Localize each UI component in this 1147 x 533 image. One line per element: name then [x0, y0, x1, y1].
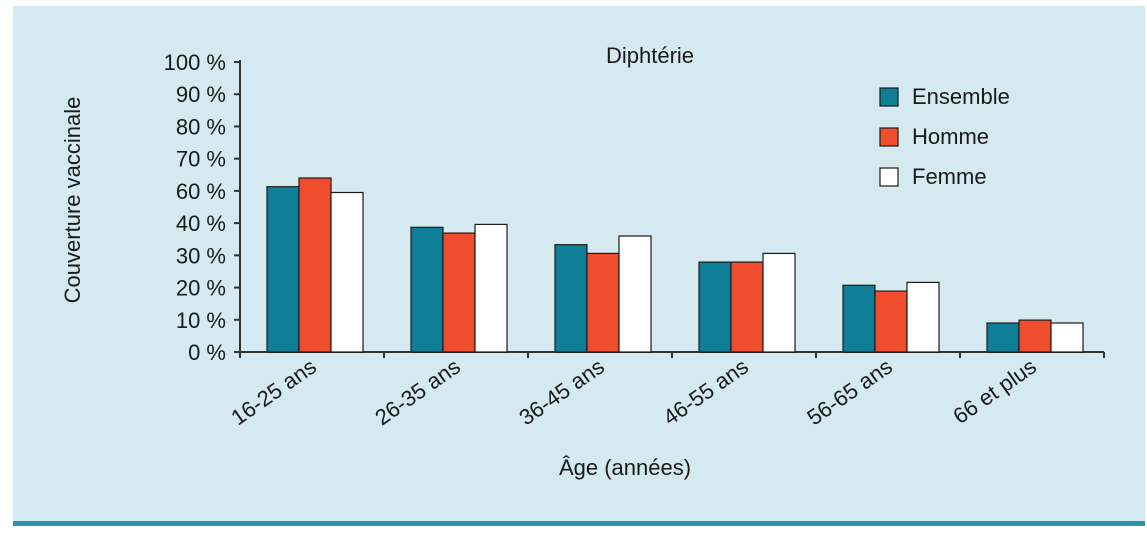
bar-femme-16-25-ans [330, 191, 364, 353]
y-tick-label: 40 % [176, 211, 226, 236]
legend-label-femme: Femme [912, 164, 987, 189]
bar-ensemble-66-et-plus [986, 322, 1020, 353]
bar-femme-66-et-plus [1050, 322, 1084, 353]
y-tick-label: 90 % [176, 82, 226, 107]
bar-femme-46-55-ans [762, 252, 796, 353]
y-tick-label: 20 % [176, 276, 226, 301]
x-ticks: 16-25 ans 26-35 ans 36-45 ans 46-55 ans 56-6… [226, 352, 1105, 431]
y-tick-label: 30 % [176, 243, 226, 268]
bar-homme-56-65-ans [874, 290, 908, 353]
y-tick-label: 70 % [176, 147, 226, 172]
bar-ensemble-16-25-ans [266, 186, 300, 353]
bar-femme-56-65-ans [906, 281, 940, 353]
x-axis-title: Âge (années) [559, 455, 691, 480]
legend-swatch-ensemble [879, 87, 899, 107]
bottom-divider-line [13, 521, 1145, 526]
x-tick-label: 26-35 ans [370, 354, 465, 431]
bar-femme-26-35-ans [474, 223, 508, 353]
bar-homme-26-35-ans [442, 232, 476, 353]
x-tick-label: 56-65 ans [802, 354, 897, 431]
y-tick-label: 0 % [188, 340, 226, 365]
legend-label-ensemble: Ensemble [912, 84, 1010, 109]
bars [266, 177, 1084, 353]
y-axis-title: Couverture vaccinale [60, 97, 85, 304]
bar-femme-36-45-ans [618, 235, 652, 353]
legend-swatch-homme [879, 127, 899, 147]
bar-homme-36-45-ans [586, 252, 620, 353]
x-tick-label: 66 et plus [948, 354, 1040, 429]
legend-label-homme: Homme [912, 124, 989, 149]
y-tick-label: 10 % [176, 308, 226, 333]
bar-homme-16-25-ans [298, 177, 332, 353]
bar-homme-46-55-ans [730, 261, 764, 353]
legend: Ensemble Homme Femme [879, 84, 1010, 189]
bar-ensemble-46-55-ans [698, 261, 732, 353]
bar-ensemble-26-35-ans [410, 226, 444, 353]
chart-title: Diphtérie [606, 43, 694, 68]
x-tick-label: 16-25 ans [226, 354, 321, 431]
bar-ensemble-56-65-ans [842, 284, 876, 353]
y-tick-label: 60 % [176, 179, 226, 204]
y-ticks: 0 % 10 % 20 % 30 % 40 % 60 % 70 % 80 % 90 % 100 % [164, 50, 240, 365]
bar-ensemble-36-45-ans [554, 244, 588, 353]
y-tick-label: 100 % [164, 50, 226, 75]
bar-homme-66-et-plus [1018, 319, 1052, 353]
x-tick-label: 36-45 ans [514, 354, 609, 431]
y-tick-label: 80 % [176, 114, 226, 139]
legend-swatch-femme [879, 167, 899, 187]
x-tick-label: 46-55 ans [658, 354, 753, 431]
